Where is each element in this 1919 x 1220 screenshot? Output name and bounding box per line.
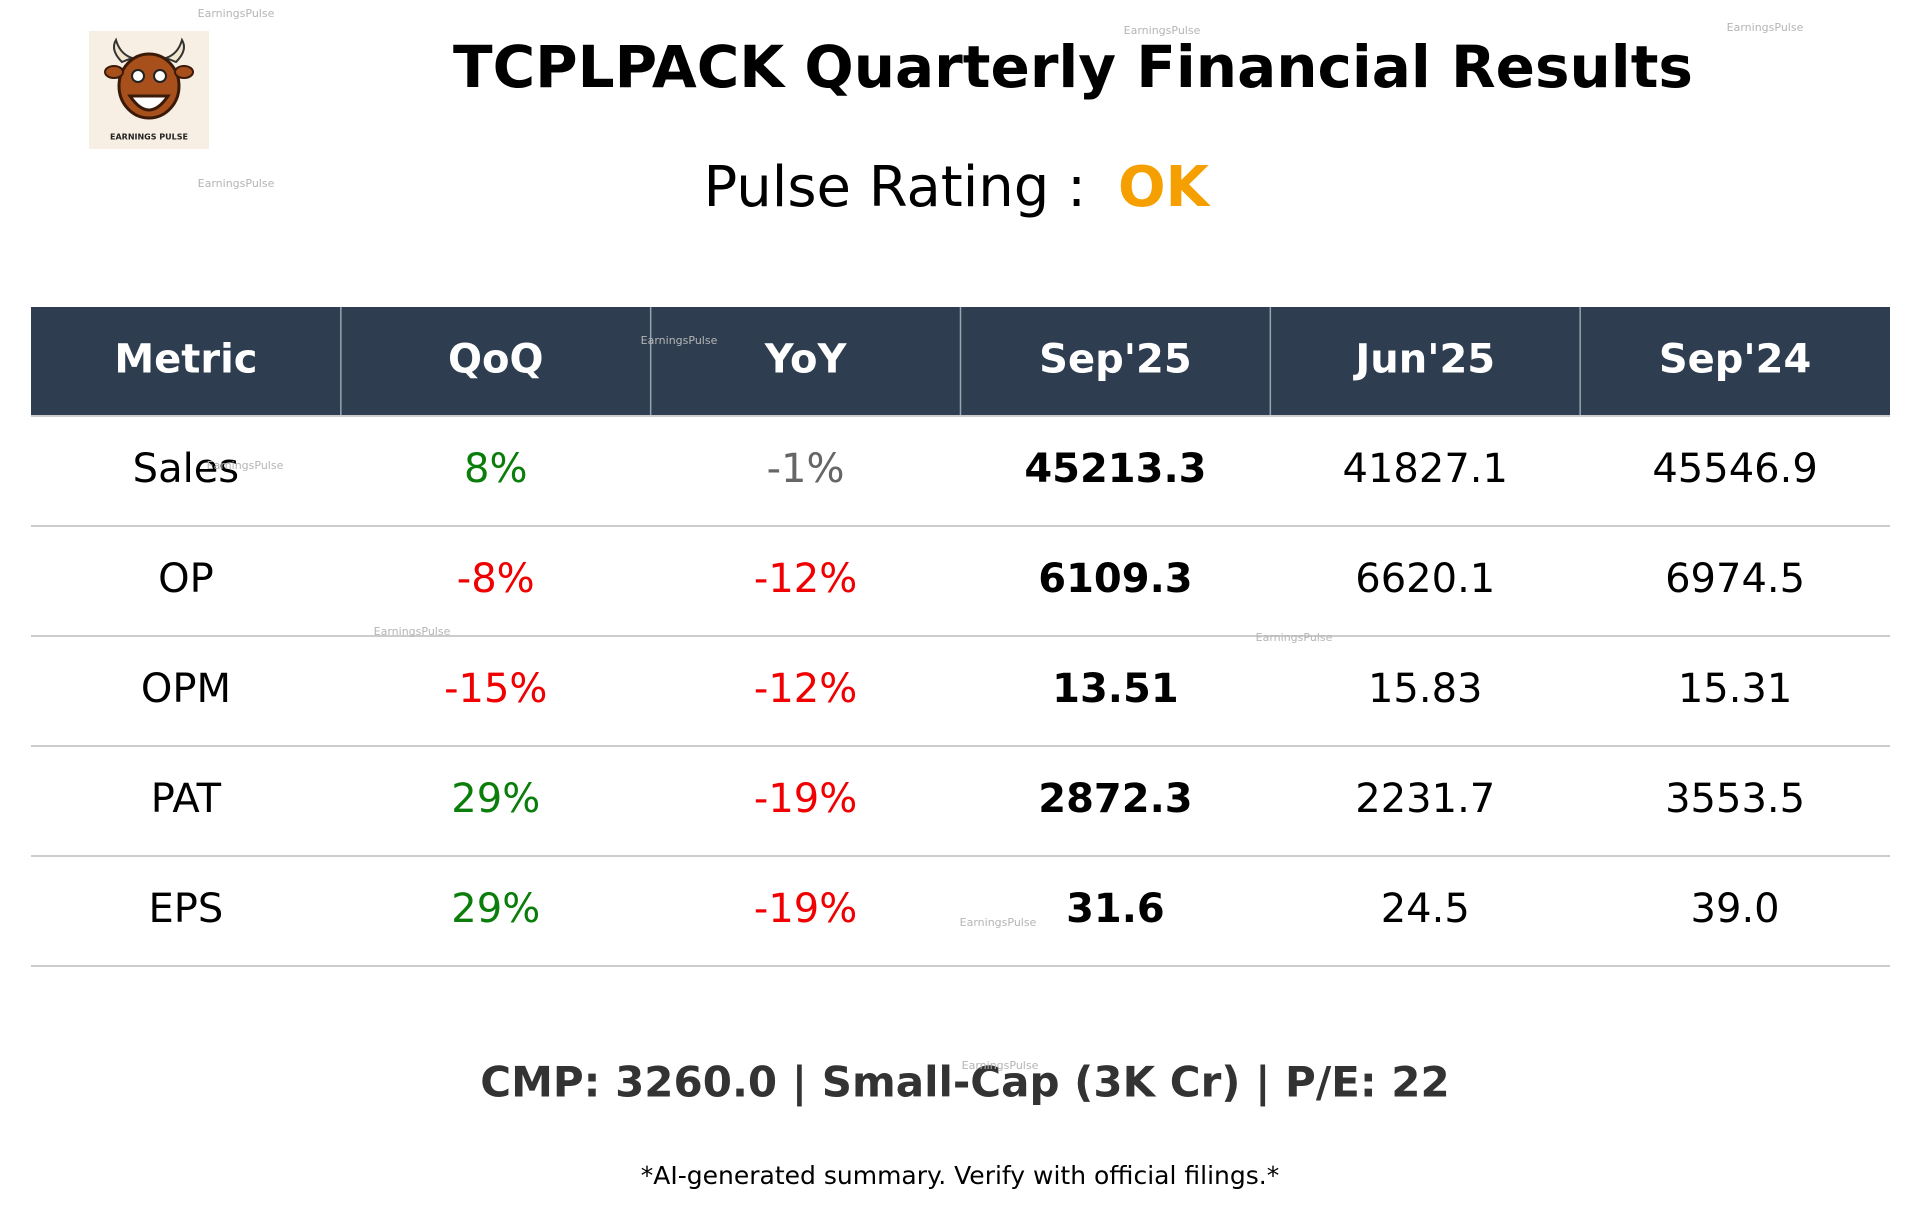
cell: -19%: [754, 776, 857, 822]
cell: -12%: [754, 666, 857, 712]
watermark: EarningsPulse: [207, 459, 284, 472]
cell: Sales: [133, 446, 239, 492]
cell: 13.51: [1052, 666, 1179, 712]
rating-value: OK: [1118, 155, 1212, 220]
cell: -8%: [457, 556, 535, 602]
disclaimer: *AI-generated summary. Verify with offic…: [641, 1161, 1279, 1190]
watermark: EarningsPulse: [374, 625, 451, 638]
watermarks: EarningsPulse EarningsPulse EarningsPulse E…: [198, 7, 1804, 1072]
watermark: EarningsPulse: [1124, 24, 1201, 37]
column-header: Sep'25: [1039, 337, 1191, 383]
watermark: EarningsPulse: [1727, 21, 1804, 34]
cell: 3553.5: [1665, 776, 1805, 822]
cell: 2872.3: [1038, 776, 1192, 822]
summary: CMP: 3260.0 | Small-Cap (3K Cr) | P/E: 2…: [480, 1058, 1450, 1107]
title: TCPLPACK Quarterly Financial Results: [453, 33, 1693, 101]
cell: EPS: [149, 886, 224, 932]
cell: 6109.3: [1038, 556, 1192, 602]
cell: -1%: [767, 446, 845, 492]
column-header: Jun'25: [1352, 337, 1495, 383]
watermark: EarningsPulse: [641, 334, 718, 347]
cell: 31.6: [1066, 886, 1165, 932]
column-header: Metric: [114, 337, 257, 383]
cell: -12%: [754, 556, 857, 602]
watermark: EarningsPulse: [198, 177, 275, 190]
cell: PAT: [151, 776, 222, 822]
cell: 29%: [451, 776, 540, 822]
watermark: EarningsPulse: [198, 7, 275, 20]
cell: 6620.1: [1355, 556, 1495, 602]
cell: 29%: [451, 886, 540, 932]
column-header: Sep'24: [1659, 337, 1811, 383]
cell: OPM: [141, 666, 231, 712]
watermark: EarningsPulse: [1256, 631, 1333, 644]
column-header: YoY: [764, 337, 848, 383]
rating-label: Pulse Rating :: [704, 155, 1086, 220]
cell: 45213.3: [1024, 446, 1206, 492]
cell: 45546.9: [1652, 446, 1817, 492]
cell: 39.0: [1691, 886, 1780, 932]
cell: 15.31: [1678, 666, 1793, 712]
logo-text: EARNINGS PULSE: [110, 133, 188, 142]
cell: -19%: [754, 886, 857, 932]
cell: -15%: [444, 666, 547, 712]
cell: 41827.1: [1343, 446, 1508, 492]
cell: 8%: [464, 446, 527, 492]
cell: 15.83: [1368, 666, 1483, 712]
column-header: QoQ: [448, 337, 544, 383]
logo: EARNINGS PULSE: [89, 31, 209, 149]
watermark: EarningsPulse: [960, 916, 1037, 929]
table: Metric QoQ YoY Sep'25 Jun'25 Sep'24 Sales 8% -1%…: [31, 307, 1890, 967]
cell: 2231.7: [1355, 776, 1495, 822]
watermark: EarningsPulse: [962, 1059, 1039, 1072]
cell: OP: [158, 556, 214, 602]
cell: 24.5: [1381, 886, 1470, 932]
cell: 6974.5: [1665, 556, 1805, 602]
